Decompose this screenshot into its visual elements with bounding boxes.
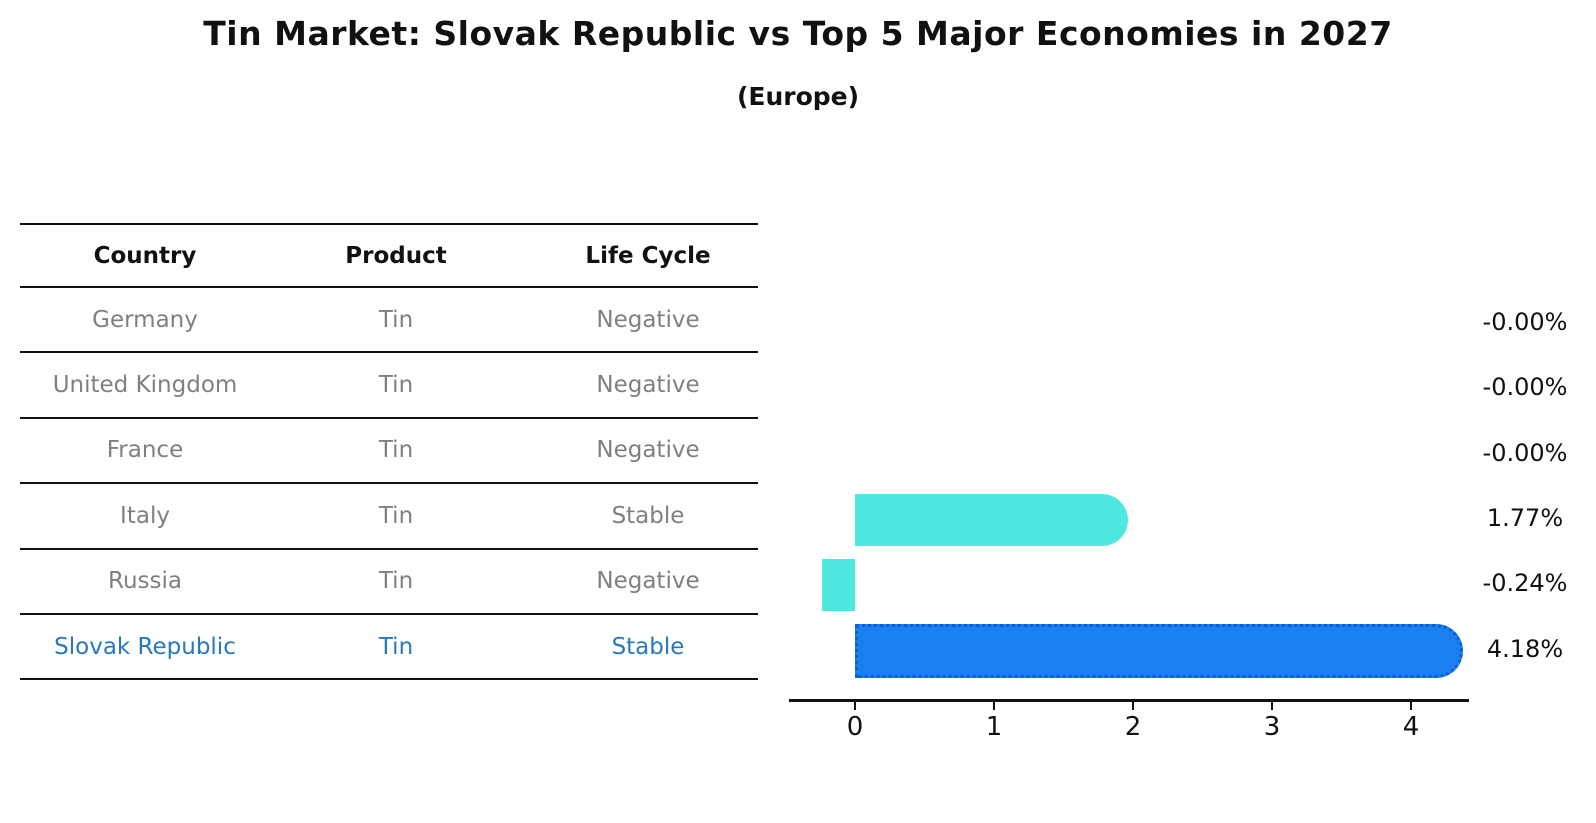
table-row-france: France Tin Negative [20,419,758,485]
cell-life-cycle: Negative [596,437,700,464]
cell-life-cycle: Negative [596,306,700,333]
cell-life-cycle: Stable [611,502,685,529]
bar-slovak-republic [855,623,1464,678]
table-header-row: Country Product Life Cycle [20,223,758,288]
value-label-russia: -0.24% [1482,569,1568,598]
cell-product: Tin [378,372,414,399]
comparison-table: Country Product Life Cycle Germany Tin Negati… [20,223,758,681]
table-row-united-kingdom: United Kingdom Tin Negative [20,353,758,419]
bar-italy [855,493,1129,546]
table-row-germany: Germany Tin Negative [20,288,758,354]
x-tick-mark-3 [1271,702,1273,710]
x-tick-label-4: 4 [1402,712,1420,742]
table-row-italy: Italy Tin Stable [20,484,758,550]
x-tick-label-0: 0 [846,712,864,742]
column-header-country: Country [93,242,197,269]
value-label-italy: 1.77% [1486,503,1564,532]
x-tick-mark-2 [1132,702,1134,710]
value-label-slovak-republic: 4.18% [1486,634,1564,663]
chart-title: Tin Market: Slovak Republic vs Top 5 Maj… [203,14,1393,53]
x-tick-label-1: 1 [985,712,1003,742]
cell-product: Tin [378,437,414,464]
cell-life-cycle: Negative [596,568,700,595]
cell-country: France [106,437,184,464]
cell-product: Tin [378,568,414,595]
x-tick-label-3: 3 [1263,712,1281,742]
value-label-france: -0.00% [1482,438,1568,467]
x-tick-mark-4 [1410,702,1412,710]
value-label-germany: -0.00% [1482,307,1568,336]
column-header-life-cycle: Life Cycle [585,242,711,269]
value-label-united-kingdom: -0.00% [1482,373,1568,402]
cell-product: Tin [378,306,414,333]
cell-country: Russia [108,568,182,595]
cell-life-cycle: Stable [611,633,685,660]
x-tick-label-2: 2 [1124,712,1142,742]
x-axis-line [789,699,1469,702]
cell-country: Italy [120,502,170,529]
cell-country: United Kingdom [52,372,238,399]
cell-life-cycle: Negative [596,372,700,399]
cell-product: Tin [378,502,414,529]
column-header-product: Product [345,242,447,269]
cell-country: Germany [92,306,198,333]
bar-russia [821,559,855,612]
x-tick-mark-1 [993,702,995,710]
x-tick-mark-0 [854,702,856,710]
cell-country: Slovak Republic [54,633,236,660]
cell-product: Tin [378,633,414,660]
table-row-slovak-republic: Slovak Republic Tin Stable [20,615,758,681]
table-row-russia: Russia Tin Negative [20,550,758,615]
chart-subtitle: (Europe) [736,82,860,111]
